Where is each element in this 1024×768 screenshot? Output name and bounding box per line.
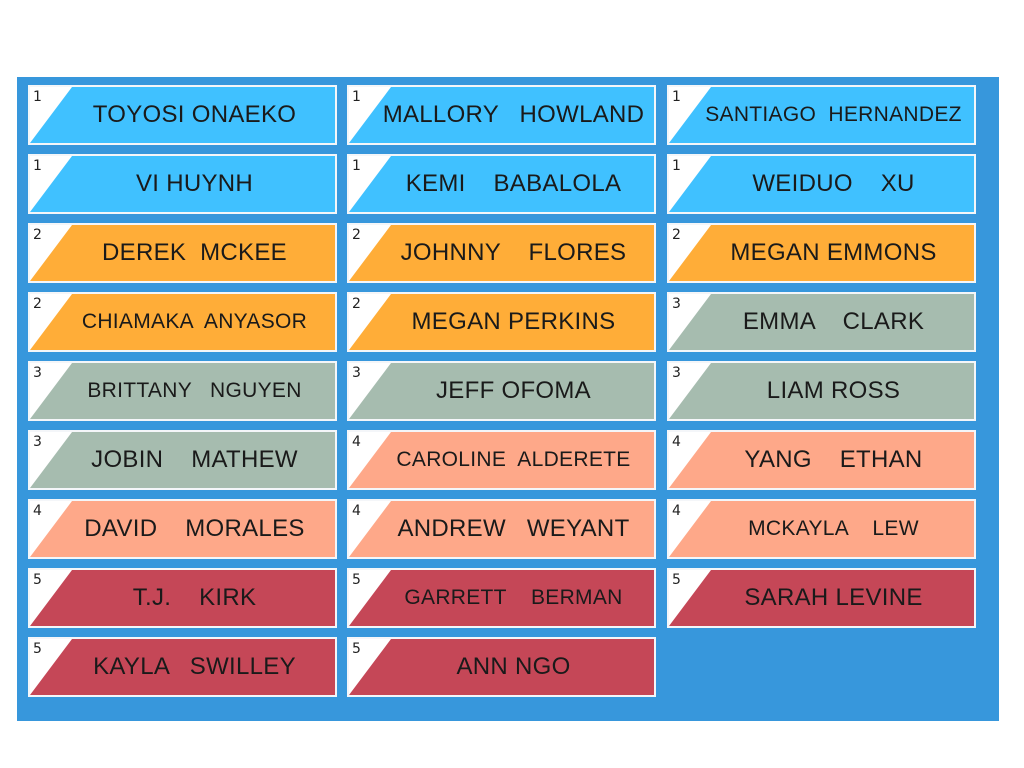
- tile-number: 3: [33, 365, 42, 381]
- tile-number: 1: [352, 158, 361, 174]
- name-tile[interactable]: 2 MEGAN PERKINS: [347, 292, 656, 352]
- tile-number: 1: [672, 158, 681, 174]
- name-tile[interactable]: 1 VI HUYNH: [28, 154, 337, 214]
- name-tile[interactable]: 1 SANTIAGO HERNANDEZ: [667, 85, 976, 145]
- tile-name: DAVID MORALES: [84, 515, 305, 542]
- name-tile[interactable]: 1 WEIDUO XU: [667, 154, 976, 214]
- tile-name: CAROLINE ALDERETE: [396, 448, 631, 471]
- name-tile[interactable]: 4 CAROLINE ALDERETE: [347, 430, 656, 490]
- name-tile[interactable]: 4 DAVID MORALES: [28, 499, 337, 559]
- tile-name: TOYOSI ONAEKO: [92, 101, 297, 128]
- name-tile[interactable]: 1 TOYOSI ONAEKO: [28, 85, 337, 145]
- tile-board: 1 TOYOSI ONAEKO 1 MALLORY HOWLAND 1 SANTIAGO …: [17, 77, 999, 721]
- tile-number: 4: [352, 503, 361, 519]
- tile-number: 2: [33, 296, 42, 312]
- tile-name: MEGAN EMMONS: [730, 239, 937, 266]
- tile-name: LIAM ROSS: [766, 377, 901, 404]
- tile-number: 3: [352, 365, 361, 381]
- tile-name: JOBIN MATHEW: [91, 446, 298, 473]
- name-tile[interactable]: 2 MEGAN EMMONS: [667, 223, 976, 283]
- name-tile[interactable]: 2 CHIAMAKA ANYASOR: [28, 292, 337, 352]
- name-tile[interactable]: 4 MCKAYLA LEW: [667, 499, 976, 559]
- tile-name: GARRETT BERMAN: [404, 586, 623, 609]
- tile-name: BRITTANY NGUYEN: [87, 379, 302, 402]
- name-tile[interactable]: 2 JOHNNY FLORES: [347, 223, 656, 283]
- tile-number: 2: [352, 296, 361, 312]
- tile-name: DEREK MCKEE: [102, 239, 287, 266]
- name-tile[interactable]: 4 YANG ETHAN: [667, 430, 976, 490]
- name-tile[interactable]: 5 KAYLA SWILLEY: [28, 637, 337, 697]
- name-tile[interactable]: 3 JEFF OFOMA: [347, 361, 656, 421]
- tile-name: ANN NGO: [456, 653, 571, 680]
- name-tile[interactable]: 4 ANDREW WEYANT: [347, 499, 656, 559]
- tile-number: 2: [672, 227, 681, 243]
- tile-number: 1: [672, 89, 681, 105]
- tile-name: VI HUYNH: [135, 170, 254, 197]
- tile-number: 5: [33, 572, 42, 588]
- name-tile[interactable]: 1 MALLORY HOWLAND: [347, 85, 656, 145]
- tile-name: KEMI BABALOLA: [405, 170, 622, 197]
- tile-grid: 1 TOYOSI ONAEKO 1 MALLORY HOWLAND 1 SANTIAGO …: [17, 77, 999, 721]
- tile-name: SARAH LEVINE: [744, 584, 923, 611]
- tile-number: 2: [33, 227, 42, 243]
- name-tile[interactable]: 1 KEMI BABALOLA: [347, 154, 656, 214]
- name-tile[interactable]: 5 T.J. KIRK: [28, 568, 337, 628]
- tile-name: WEIDUO XU: [752, 170, 915, 197]
- name-tile[interactable]: 3 BRITTANY NGUYEN: [28, 361, 337, 421]
- tile-number: 1: [33, 158, 42, 174]
- tile-number: 2: [352, 227, 361, 243]
- tile-number: 5: [352, 641, 361, 657]
- name-tile[interactable]: 3 LIAM ROSS: [667, 361, 976, 421]
- tile-number: 5: [33, 641, 42, 657]
- tile-number: 3: [672, 296, 681, 312]
- tile-name: EMMA CLARK: [742, 308, 925, 335]
- tile-number: 4: [672, 503, 681, 519]
- tile-number: 3: [33, 434, 42, 450]
- tile-number: 4: [33, 503, 42, 519]
- tile-number: 1: [352, 89, 361, 105]
- name-tile[interactable]: 2 DEREK MCKEE: [28, 223, 337, 283]
- tile-name: MEGAN PERKINS: [411, 308, 616, 335]
- name-tile[interactable]: 5 GARRETT BERMAN: [347, 568, 656, 628]
- tile-name: KAYLA SWILLEY: [93, 653, 296, 680]
- tile-name: ANDREW WEYANT: [397, 515, 630, 542]
- tile-number: 5: [672, 572, 681, 588]
- tile-number: 3: [672, 365, 681, 381]
- tile-name: SANTIAGO HERNANDEZ: [705, 103, 962, 126]
- name-tile[interactable]: 5 SARAH LEVINE: [667, 568, 976, 628]
- tile-name: T.J. KIRK: [132, 584, 257, 611]
- name-tile[interactable]: 3 JOBIN MATHEW: [28, 430, 337, 490]
- tile-name: JOHNNY FLORES: [400, 239, 627, 266]
- name-tile[interactable]: 5 ANN NGO: [347, 637, 656, 697]
- tile-name: YANG ETHAN: [744, 446, 923, 473]
- name-tile[interactable]: 3 EMMA CLARK: [667, 292, 976, 352]
- tile-name: MALLORY HOWLAND: [382, 101, 645, 128]
- tile-number: 5: [352, 572, 361, 588]
- tile-name: CHIAMAKA ANYASOR: [81, 310, 308, 333]
- tile-name: JEFF OFOMA: [436, 377, 591, 404]
- tile-number: 1: [33, 89, 42, 105]
- tile-number: 4: [352, 434, 361, 450]
- tile-number: 4: [672, 434, 681, 450]
- tile-name: MCKAYLA LEW: [748, 517, 919, 540]
